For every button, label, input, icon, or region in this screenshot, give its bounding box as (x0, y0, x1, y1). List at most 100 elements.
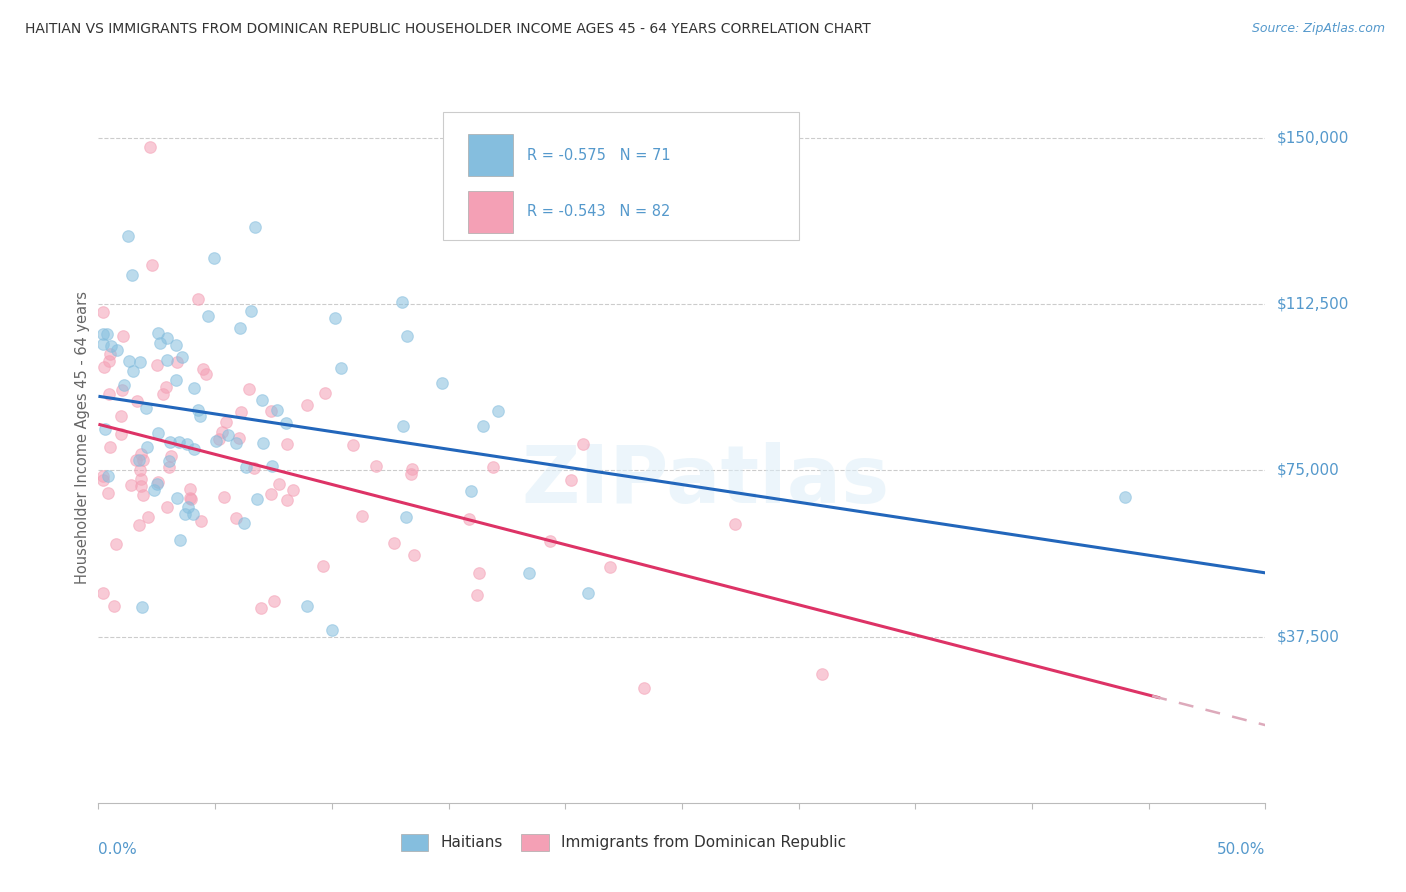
Point (97, 469, 120, 483)
Point (100, 339, 122, 353)
Point (104, 537, 127, 551)
Point (91, 305, 114, 319)
Point (135, 440, 157, 454)
Point (146, 475, 169, 489)
Point (217, 427, 239, 442)
Point (295, 398, 318, 412)
Point (179, 482, 201, 496)
Point (111, 384, 134, 398)
Point (382, 536, 405, 550)
Point (468, 566, 491, 580)
Point (169, 435, 191, 450)
Point (91, 473, 114, 487)
Point (538, 533, 561, 548)
Point (110, 409, 132, 423)
Point (238, 382, 260, 396)
Point (166, 355, 188, 369)
Point (129, 447, 152, 461)
Point (183, 381, 205, 395)
Point (402, 548, 425, 562)
Point (98, 347, 121, 361)
Text: $150,000: $150,000 (1277, 130, 1348, 145)
Point (260, 487, 283, 501)
Point (249, 600, 271, 615)
Point (323, 310, 346, 325)
Point (312, 558, 335, 573)
Point (120, 478, 142, 492)
Point (197, 310, 219, 324)
Point (180, 491, 202, 506)
Legend: Haitians, Immigrants from Dominican Republic: Haitians, Immigrants from Dominican Repu… (395, 828, 852, 857)
Point (136, 510, 159, 524)
Point (91, 468, 114, 483)
Point (399, 467, 422, 482)
Text: $37,500: $37,500 (1277, 629, 1340, 644)
Point (187, 292, 209, 306)
Point (156, 353, 179, 368)
Point (128, 463, 150, 477)
Point (97, 354, 120, 368)
Point (146, 358, 169, 372)
Text: ZIPatlas: ZIPatlas (522, 442, 890, 520)
Point (117, 229, 139, 244)
Text: HAITIAN VS IMMIGRANTS FROM DOMINICAN REPUBLIC HOUSEHOLDER INCOME AGES 45 - 64 YE: HAITIAN VS IMMIGRANTS FROM DOMINICAN REP… (25, 22, 872, 37)
Point (176, 437, 198, 451)
Point (156, 500, 179, 514)
Point (246, 492, 269, 507)
Point (165, 374, 187, 388)
Point (179, 491, 201, 505)
Point (342, 438, 364, 452)
Text: 0.0%: 0.0% (98, 842, 138, 856)
Point (91, 327, 114, 342)
Point (260, 458, 283, 473)
Point (94, 421, 117, 435)
Point (267, 477, 290, 491)
Point (297, 599, 319, 614)
Point (214, 491, 236, 505)
Text: $75,000: $75,000 (1277, 463, 1340, 478)
Point (517, 566, 540, 580)
Point (208, 432, 231, 446)
Point (127, 393, 149, 408)
Point (724, 516, 747, 531)
Point (156, 331, 179, 345)
Point (366, 459, 388, 474)
Point (482, 460, 505, 475)
Point (225, 436, 247, 450)
Point (170, 350, 193, 364)
Point (263, 593, 285, 607)
Point (195, 368, 218, 382)
Point (131, 472, 153, 486)
Point (215, 415, 238, 429)
Point (152, 387, 174, 401)
Point (93, 360, 115, 375)
Point (281, 483, 304, 497)
Point (472, 419, 495, 434)
Point (148, 326, 170, 340)
Point (139, 139, 162, 153)
Point (252, 435, 274, 450)
Point (110, 427, 132, 442)
Point (276, 436, 298, 450)
Point (329, 360, 352, 375)
Point (229, 405, 252, 419)
Point (183, 442, 205, 456)
Point (91, 337, 114, 351)
Point (243, 219, 266, 234)
Point (235, 460, 257, 475)
Point (128, 354, 150, 368)
Point (460, 483, 482, 498)
Point (112, 328, 135, 343)
Point (260, 404, 283, 418)
Point (174, 507, 197, 521)
Point (183, 507, 205, 521)
Point (176, 500, 198, 515)
Point (225, 510, 247, 524)
Point (112, 378, 135, 392)
Point (155, 380, 177, 394)
Point (131, 600, 153, 615)
Point (187, 402, 209, 417)
Point (205, 434, 228, 448)
Point (132, 488, 155, 502)
Point (314, 386, 336, 401)
